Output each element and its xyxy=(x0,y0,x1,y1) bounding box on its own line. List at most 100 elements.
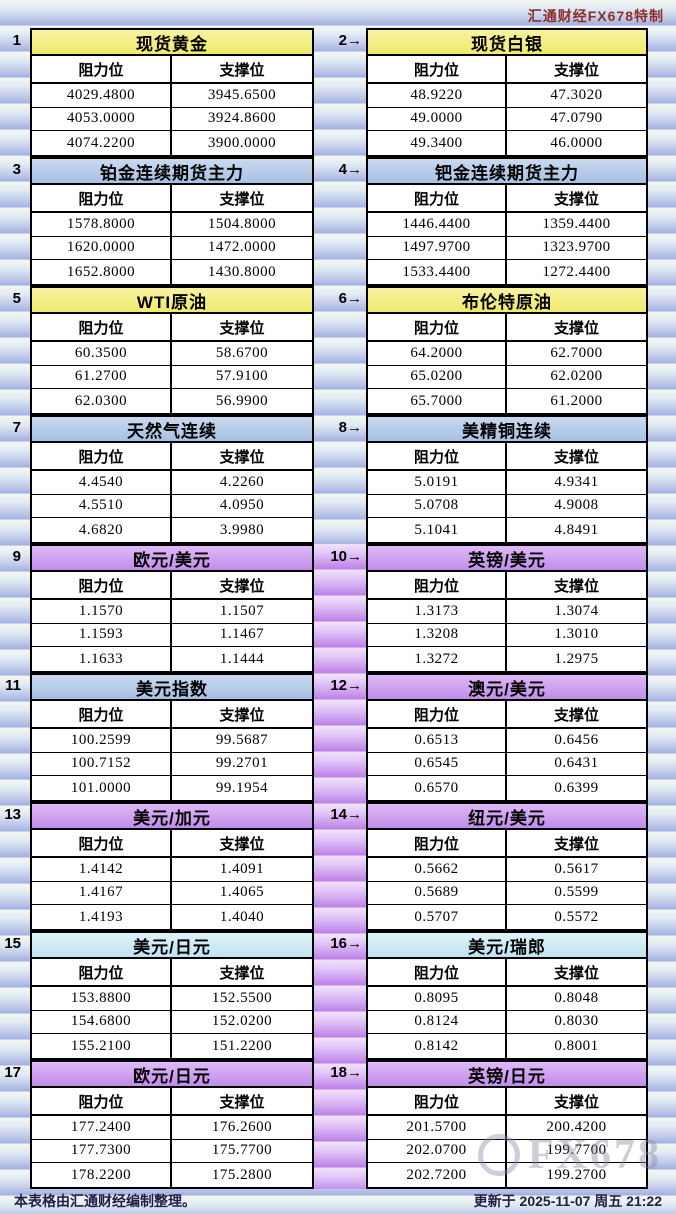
price-table: 现货白银 阻力位 支撑位 48.9220 47.3020 49.0000 47.… xyxy=(366,28,648,157)
support-value: 56.9900 xyxy=(215,392,269,409)
table-row: 65.0200 62.0200 xyxy=(368,365,646,390)
instrument-title: 英镑/美元 xyxy=(368,546,646,572)
resistance-value: 65.7000 xyxy=(368,389,507,413)
support-value: 1430.8000 xyxy=(207,263,277,280)
section-number-label: 3 xyxy=(12,161,21,178)
table-row: 64.2000 62.7000 xyxy=(368,342,646,366)
section-number-label: 5 xyxy=(12,290,21,307)
support-value: 99.2701 xyxy=(215,755,269,772)
support-value: 62.7000 xyxy=(550,344,603,361)
table-row: 1.3208 1.3010 xyxy=(368,623,646,648)
footer-source-note: 本表格由汇通财经编制整理。 xyxy=(14,1193,196,1209)
resistance-header: 阻力位 xyxy=(368,1088,507,1114)
table-row: 48.9220 47.3020 xyxy=(368,84,646,108)
support-value: 152.5500 xyxy=(211,989,273,1006)
resistance-value: 61.2700 xyxy=(32,365,172,389)
resistance-header: 阻力位 xyxy=(368,314,507,340)
support-value: 1272.4400 xyxy=(542,263,611,280)
price-table: 美元/日元 阻力位 支撑位 153.8800 152.5500 154.6800… xyxy=(30,931,314,1060)
brand-label: 汇通财经FX678特制 xyxy=(527,8,664,24)
resistance-value: 5.0708 xyxy=(368,494,507,518)
column-header-row: 阻力位 支撑位 xyxy=(32,1088,312,1116)
price-table: 美元/瑞郎 阻力位 支撑位 0.8095 0.8048 0.8124 0.803… xyxy=(366,931,648,1060)
resistance-value: 202.0700 xyxy=(368,1139,507,1163)
support-value: 3945.6500 xyxy=(207,86,277,103)
table-row: 61.2700 57.9100 xyxy=(32,365,312,390)
instrument-title: 铂金连续期货主力 xyxy=(32,159,312,185)
resistance-header: 阻力位 xyxy=(32,830,172,856)
table-row: 0.8124 0.8030 xyxy=(368,1010,646,1035)
support-value: 199.2700 xyxy=(546,1166,607,1183)
table-row: 49.3400 46.0000 xyxy=(368,131,646,155)
table-row: 100.7152 99.2701 xyxy=(32,752,312,777)
support-header: 支撑位 xyxy=(219,190,265,208)
support-value: 47.3020 xyxy=(550,86,603,103)
section-number-label: 8→ xyxy=(338,419,362,436)
price-table: 天然气连续 阻力位 支撑位 4.4540 4.2260 4.5510 4.095… xyxy=(30,415,314,544)
price-table: 钯金连续期货主力 阻力位 支撑位 1446.4400 1359.4400 149… xyxy=(366,157,648,286)
support-value: 1.3074 xyxy=(554,602,599,619)
resistance-value: 154.6800 xyxy=(32,1010,172,1034)
table-row: 0.6545 0.6431 xyxy=(368,752,646,777)
support-value: 1.1467 xyxy=(219,626,265,643)
table-row: 0.6513 0.6456 xyxy=(368,729,646,753)
table-row: 0.8095 0.8048 xyxy=(368,987,646,1011)
support-value: 175.2800 xyxy=(211,1166,273,1183)
resistance-value: 1578.8000 xyxy=(32,213,172,236)
resistance-value: 0.5689 xyxy=(368,881,507,905)
resistance-header: 阻力位 xyxy=(32,314,172,340)
instrument-title: 现货白银 xyxy=(368,30,646,56)
instrument-title: 天然气连续 xyxy=(32,417,312,443)
table-row: 49.0000 47.0790 xyxy=(368,107,646,132)
table-row: 154.6800 152.0200 xyxy=(32,1010,312,1035)
table-row: 177.2400 176.2600 xyxy=(32,1116,312,1140)
resistance-value: 1446.4400 xyxy=(368,213,507,236)
table-row: 1497.9700 1323.9700 xyxy=(368,236,646,261)
instrument-title: 欧元/美元 xyxy=(32,546,312,572)
table-row: 4.6820 3.9980 xyxy=(32,518,312,542)
resistance-value: 5.1041 xyxy=(368,518,507,542)
resistance-value: 4053.0000 xyxy=(32,107,172,131)
table-row: 4.5510 4.0950 xyxy=(32,494,312,519)
section-number-label: 4→ xyxy=(338,161,362,178)
resistance-header: 阻力位 xyxy=(32,56,172,82)
support-header: 支撑位 xyxy=(553,577,599,595)
resistance-header: 阻力位 xyxy=(32,572,172,598)
table-row: 0.8142 0.8001 xyxy=(368,1034,646,1058)
resistance-value: 0.6513 xyxy=(368,729,507,752)
support-header: 支撑位 xyxy=(219,448,265,466)
table-row: 0.5689 0.5599 xyxy=(368,881,646,906)
column-header-row: 阻力位 支撑位 xyxy=(32,830,312,858)
resistance-header: 阻力位 xyxy=(32,701,172,727)
table-row: 1.3173 1.3074 xyxy=(368,600,646,624)
support-header: 支撑位 xyxy=(219,835,265,853)
resistance-value: 0.8124 xyxy=(368,1010,507,1034)
support-header: 支撑位 xyxy=(219,319,265,337)
support-value: 1.2975 xyxy=(554,650,599,667)
support-value: 1.1507 xyxy=(219,602,265,619)
support-header: 支撑位 xyxy=(553,835,599,853)
column-header-row: 阻力位 支撑位 xyxy=(32,959,312,987)
resistance-value: 202.7200 xyxy=(368,1163,507,1187)
price-table: 欧元/日元 阻力位 支撑位 177.2400 176.2600 177.7300… xyxy=(30,1060,314,1189)
support-value: 0.6431 xyxy=(554,755,599,772)
support-header: 支撑位 xyxy=(553,319,599,337)
table-row: 155.2100 151.2200 xyxy=(32,1034,312,1058)
support-value: 151.2200 xyxy=(211,1037,273,1054)
section-number-label: 15 xyxy=(4,935,21,952)
column-header-row: 阻力位 支撑位 xyxy=(32,701,312,729)
resistance-header: 阻力位 xyxy=(368,959,507,985)
support-value: 99.1954 xyxy=(215,779,269,796)
table-row: 202.7200 199.2700 xyxy=(368,1163,646,1187)
price-table: 美元指数 阻力位 支撑位 100.2599 99.5687 100.7152 9… xyxy=(30,673,314,802)
support-value: 0.5572 xyxy=(554,908,599,925)
table-row: 1620.0000 1472.0000 xyxy=(32,236,312,261)
table-row: 178.2200 175.2800 xyxy=(32,1163,312,1187)
support-value: 47.0790 xyxy=(550,110,603,127)
resistance-value: 1533.4400 xyxy=(368,260,507,284)
price-table: 欧元/美元 阻力位 支撑位 1.1570 1.1507 1.1593 1.146… xyxy=(30,544,314,673)
table-row: 0.6570 0.6399 xyxy=(368,776,646,800)
price-table: 纽元/美元 阻力位 支撑位 0.5662 0.5617 0.5689 0.559… xyxy=(366,802,648,931)
table-row: 0.5707 0.5572 xyxy=(368,905,646,929)
support-header: 支撑位 xyxy=(553,448,599,466)
